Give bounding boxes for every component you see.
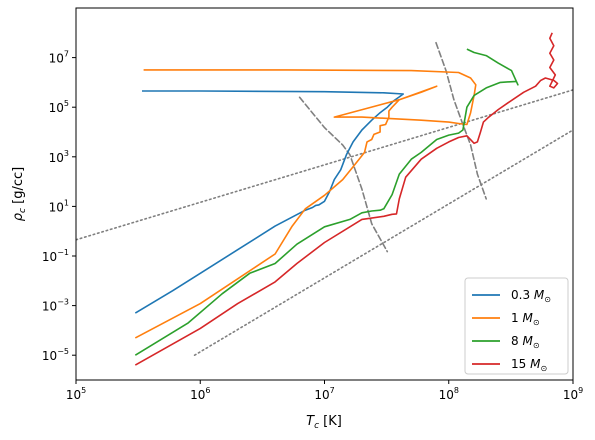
series-line-4 — [134, 32, 559, 366]
y-tick-label-3: 10−1 — [42, 248, 69, 264]
legend-label-1: 0.3 M⊙ — [511, 288, 551, 304]
legend: 0.3 M⊙ 1 M⊙ 8 M⊙ 15 M⊙ — [464, 277, 569, 375]
y-tick-label-2: 10−3 — [42, 298, 69, 314]
y-axis-ticks: 10−5 10−3 10−1 101 103 105 107 — [42, 50, 76, 363]
x-axis-label: Tc [K] — [306, 414, 342, 431]
series-line-1 — [134, 90, 404, 314]
series-lines — [134, 32, 559, 366]
reference-line-dotted-1 — [76, 89, 573, 241]
legend-label-3: 8 M⊙ — [511, 334, 540, 350]
series-line-3 — [134, 48, 519, 356]
y-tick-label-7: 107 — [49, 50, 69, 66]
y-tick-label-1: 10−5 — [42, 347, 69, 363]
y-tick-label-5: 103 — [49, 149, 69, 165]
legend-entries: 0.3 M⊙ 1 M⊙ 8 M⊙ 15 M⊙ — [472, 288, 551, 373]
x-tick-label-1: 105 — [66, 386, 86, 402]
reference-line-dashed-3 — [298, 96, 389, 253]
y-tick-label-4: 101 — [49, 198, 69, 214]
series-line-2 — [134, 69, 477, 339]
legend-box — [464, 277, 569, 375]
x-tick-label-3: 107 — [314, 386, 334, 402]
reference-line-dotted-2 — [193, 129, 573, 356]
x-tick-label-4: 108 — [439, 386, 459, 402]
x-axis-ticks: 105 106 107 108 109 — [66, 380, 583, 402]
x-tick-label-2: 106 — [190, 386, 210, 402]
x-tick-label-5: 109 — [563, 386, 583, 402]
legend-label-4: 15 M⊙ — [511, 357, 547, 373]
legend-label-2: 1 M⊙ — [511, 311, 540, 327]
y-tick-label-6: 105 — [49, 99, 69, 115]
y-axis-label: ρc [g/cc] — [11, 167, 28, 221]
